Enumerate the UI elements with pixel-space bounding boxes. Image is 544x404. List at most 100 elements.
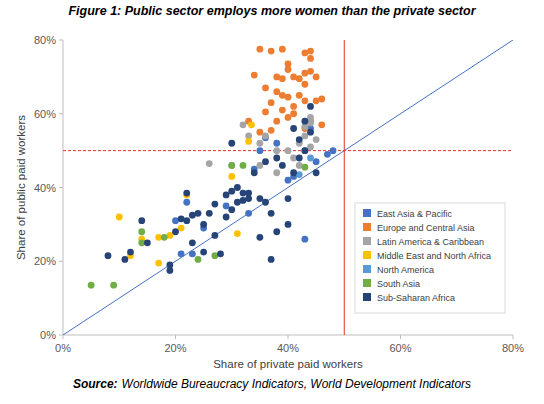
point — [290, 103, 297, 110]
point — [228, 140, 235, 147]
point — [217, 250, 224, 257]
point — [223, 203, 230, 210]
point — [183, 190, 190, 197]
point — [178, 225, 185, 232]
point — [138, 217, 145, 224]
plot-area — [63, 40, 513, 335]
y-tick — [59, 335, 63, 336]
point — [279, 162, 286, 169]
point — [268, 256, 275, 263]
legend-swatch — [363, 209, 371, 217]
point — [234, 230, 241, 237]
point — [88, 282, 95, 289]
x-tick — [400, 335, 401, 339]
point — [296, 136, 303, 143]
point — [166, 267, 173, 274]
point — [105, 252, 112, 259]
point — [301, 132, 308, 139]
point — [256, 129, 263, 136]
point — [301, 164, 308, 171]
source-text: Worldwide Bureaucracy Indicators, World … — [122, 377, 471, 391]
point — [200, 221, 207, 228]
point — [262, 132, 269, 139]
x-axis-label: Share of private paid workers — [213, 358, 363, 370]
point — [273, 155, 280, 162]
legend-swatch — [363, 265, 371, 273]
point — [240, 121, 247, 128]
point — [307, 155, 314, 162]
chart: Figure 1: Public sector employs more wom… — [0, 0, 544, 404]
y-tick-label: 80% — [34, 34, 56, 46]
point — [172, 228, 179, 235]
x-tick-label: 40% — [277, 342, 299, 354]
point — [256, 46, 263, 53]
source: Source: Worldwide Bureaucracy Indicators,… — [73, 377, 471, 391]
point — [313, 136, 320, 143]
point — [301, 147, 308, 154]
point — [262, 158, 269, 165]
point — [268, 99, 275, 106]
point — [273, 118, 280, 125]
point — [285, 221, 292, 228]
point — [268, 127, 275, 134]
y-axis-label: Share of public paid workers — [15, 115, 27, 260]
point — [251, 169, 258, 176]
point — [262, 199, 269, 206]
point — [121, 256, 128, 263]
series — [206, 114, 320, 176]
point — [268, 48, 275, 55]
series — [172, 125, 336, 257]
point — [189, 250, 196, 257]
legend-label: Sub-Saharan Africa — [377, 293, 455, 303]
point — [256, 195, 263, 202]
series — [245, 46, 325, 136]
point — [189, 239, 196, 246]
point — [273, 169, 280, 176]
point — [228, 206, 235, 213]
point — [116, 214, 123, 221]
series — [296, 155, 314, 178]
y-tick-label: 0% — [40, 329, 56, 341]
point — [279, 46, 286, 53]
point — [127, 249, 134, 256]
point — [211, 232, 218, 239]
point — [307, 129, 314, 136]
legend-swatch — [363, 251, 371, 259]
point — [307, 144, 314, 151]
x-tick — [513, 335, 514, 339]
point — [307, 68, 314, 75]
point — [223, 214, 230, 221]
series — [116, 121, 255, 266]
point — [307, 48, 314, 55]
point — [307, 114, 314, 121]
point — [313, 158, 320, 165]
point — [178, 250, 185, 257]
point — [223, 191, 230, 198]
point — [324, 151, 331, 158]
point — [318, 96, 325, 103]
source-label: Source: — [73, 377, 118, 391]
point — [206, 160, 213, 167]
point — [307, 103, 314, 110]
legend-box — [355, 203, 505, 313]
point — [296, 75, 303, 82]
point — [301, 81, 308, 88]
point — [195, 210, 202, 217]
x-tick — [288, 335, 289, 339]
point — [256, 147, 263, 154]
point — [279, 107, 286, 114]
reference-line-x — [344, 40, 345, 335]
point — [183, 199, 190, 206]
legend: East Asia & PacificEurope and Central As… — [355, 203, 505, 313]
y-tick-label: 40% — [34, 182, 56, 194]
point — [228, 162, 235, 169]
point — [200, 249, 207, 256]
point — [206, 210, 213, 217]
legend-label: Europe and Central Asia — [377, 223, 475, 233]
point — [285, 177, 292, 184]
point — [285, 147, 292, 154]
point — [301, 118, 308, 125]
legend-label: Middle East and North Africa — [377, 251, 491, 261]
y-tick — [59, 261, 63, 262]
legend-label: Latin America & Caribbean — [377, 237, 484, 247]
